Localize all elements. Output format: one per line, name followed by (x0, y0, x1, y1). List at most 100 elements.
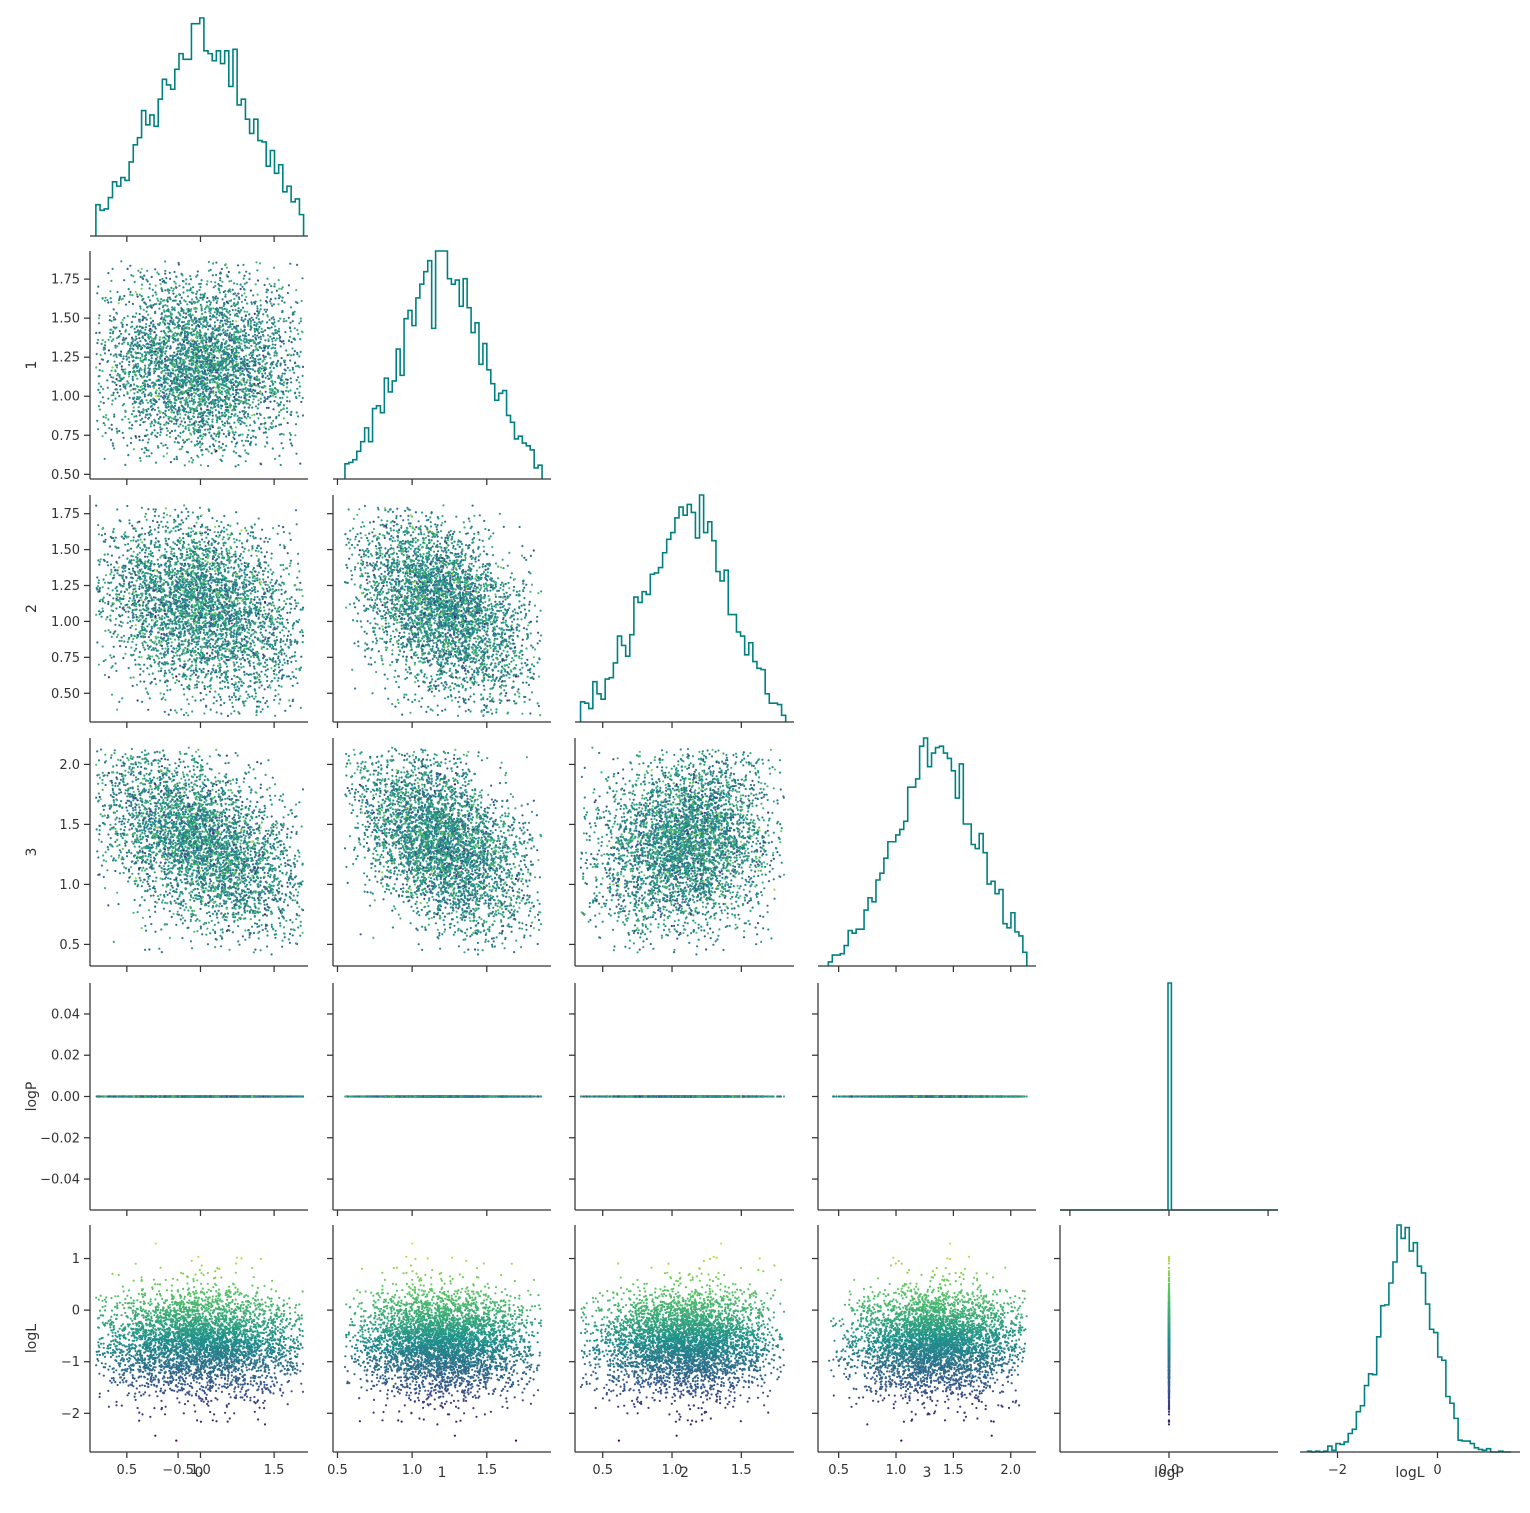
scatter-point (247, 320, 249, 322)
scatter-point (244, 416, 246, 418)
scatter-point (134, 374, 136, 376)
scatter-point (160, 395, 162, 397)
scatter-point (175, 316, 177, 318)
scatter-point (160, 298, 162, 300)
scatter-point (250, 345, 252, 347)
scatter-point (289, 359, 291, 361)
scatter-point (213, 299, 215, 301)
scatter-point (261, 373, 263, 375)
scatter-point (112, 338, 114, 340)
scatter-point (243, 292, 245, 294)
scatter-point (218, 384, 220, 386)
scatter-point (185, 339, 187, 341)
scatter-point (191, 348, 193, 350)
scatter-point (271, 390, 273, 392)
scatter-point (167, 340, 169, 342)
scatter-point (213, 359, 215, 361)
scatter-point (195, 357, 197, 359)
scatter-point (274, 347, 276, 349)
scatter-point (287, 422, 289, 424)
scatter-point (182, 409, 184, 411)
scatter-point (264, 329, 266, 331)
scatter-point (248, 278, 250, 280)
scatter-point (137, 296, 139, 298)
scatter-point (284, 331, 286, 333)
scatter-point (237, 392, 239, 394)
scatter-point (214, 285, 216, 287)
scatter-point (266, 278, 268, 280)
scatter-point (220, 378, 222, 380)
scatter-point (221, 345, 223, 347)
scatter-point (230, 379, 232, 381)
scatter-point (141, 331, 143, 333)
scatter-point (262, 313, 264, 315)
scatter-point (227, 345, 229, 347)
scatter-point (214, 321, 216, 323)
scatter-point (114, 382, 116, 384)
scatter-point (178, 407, 180, 409)
scatter-point (193, 333, 195, 335)
scatter-point (269, 336, 271, 338)
scatter-point (160, 283, 162, 285)
scatter-point (170, 380, 172, 382)
scatter-point (166, 327, 168, 329)
scatter-point (190, 302, 192, 304)
scatter-point (283, 318, 285, 320)
scatter-point (170, 401, 172, 403)
scatter-point (197, 416, 199, 418)
scatter-point (298, 322, 300, 324)
scatter-point (149, 372, 151, 374)
scatter-point (132, 356, 134, 358)
scatter-point (233, 434, 235, 436)
scatter-point (212, 314, 214, 316)
scatter-point (165, 338, 167, 340)
scatter-point (154, 399, 156, 401)
scatter-point (283, 301, 285, 303)
scatter-point (116, 366, 118, 368)
scatter-point (182, 407, 184, 409)
scatter-point (188, 427, 190, 429)
scatter-point (162, 337, 164, 339)
scatter-point (235, 361, 237, 363)
scatter-point (241, 317, 243, 319)
scatter-point (221, 460, 223, 462)
scatter-point (178, 442, 180, 444)
scatter-point (212, 328, 214, 330)
scatter-point (173, 407, 175, 409)
scatter-point (155, 384, 157, 386)
scatter-point (139, 374, 141, 376)
scatter-point (280, 379, 282, 381)
scatter-point (274, 381, 276, 383)
scatter-point (224, 390, 226, 392)
scatter-point (260, 338, 262, 340)
scatter-point (229, 288, 231, 290)
scatter-point (254, 303, 256, 305)
scatter-point (246, 302, 248, 304)
scatter-point (98, 322, 100, 324)
scatter-point (219, 307, 221, 309)
scatter-point (197, 404, 199, 406)
scatter-point (116, 430, 118, 432)
scatter-point (176, 391, 178, 393)
scatter-point (197, 443, 199, 445)
scatter-point (227, 430, 229, 432)
scatter-point (199, 321, 201, 323)
scatter-point (262, 331, 264, 333)
scatter-point (238, 356, 240, 358)
scatter-point (220, 407, 222, 409)
scatter-point (175, 286, 177, 288)
scatter-point (166, 305, 168, 307)
scatter-point (121, 378, 123, 380)
scatter-point (180, 302, 182, 304)
scatter-point (170, 387, 172, 389)
scatter-point (132, 303, 134, 305)
scatter-point (171, 317, 173, 319)
scatter-point (165, 319, 167, 321)
scatter-point (159, 434, 161, 436)
scatter-point (200, 464, 202, 466)
scatter-point (150, 395, 152, 397)
scatter-point (123, 403, 125, 405)
scatter-point (202, 325, 204, 327)
scatter-point (127, 342, 129, 344)
scatter-point (216, 357, 218, 359)
